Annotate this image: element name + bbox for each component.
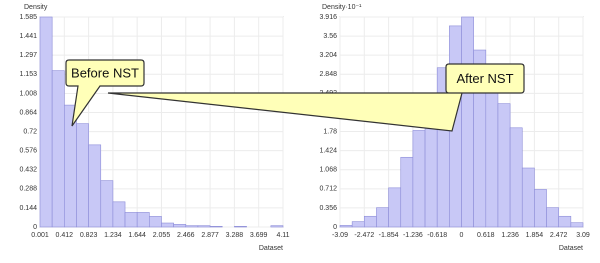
- y-tick-label: 1.297: [19, 52, 37, 59]
- callout-text: After NST: [456, 71, 513, 86]
- callout-text: Before NST: [71, 65, 139, 80]
- y-tick-label: 0.864: [19, 109, 37, 116]
- x-tick-label: 1.234: [104, 232, 122, 239]
- histogram-bar: [485, 73, 499, 228]
- histogram-bar: [546, 207, 559, 228]
- y-tick-label: 0.144: [19, 205, 37, 212]
- x-tick-label: -1.854: [379, 232, 399, 239]
- x-tick-label: 3.699: [250, 232, 268, 239]
- chart-panel: 00.3560.7121.0681.4241.782.1362.4922.848…: [107, 4, 590, 252]
- x-tick-label: 0.412: [56, 232, 74, 239]
- histogram-bar: [339, 225, 353, 228]
- histogram-bar: [76, 123, 89, 228]
- x-tick-label: 0: [460, 232, 464, 239]
- y-tick-label: 1.441: [19, 33, 37, 40]
- histogram-bar: [558, 215, 572, 228]
- y-axis-label: Density·10⁻¹: [322, 4, 362, 11]
- histogram-bar: [173, 224, 187, 228]
- x-tick-label: 0.001: [31, 232, 49, 239]
- callout-shape: [107, 63, 525, 132]
- histogram-bar: [509, 127, 523, 228]
- histogram-bar: [136, 212, 150, 228]
- x-tick-label: 3.288: [226, 232, 244, 239]
- y-tick-label: 0: [33, 224, 37, 231]
- y-tick-label: 1.78: [323, 128, 337, 135]
- histogram-bar: [497, 103, 511, 228]
- chart-panel: 0 0.144 0.288 0.432 0.576 0.72 0.864 1.008 1.153…: [19, 4, 289, 252]
- histogram-bar: [376, 207, 389, 228]
- callout: After NST: [107, 63, 525, 132]
- y-tick-label: 2.848: [319, 71, 337, 78]
- histogram-bar: [161, 222, 174, 228]
- y-tick-label: 0.432: [19, 167, 37, 174]
- y-tick-label: 1.585: [19, 14, 37, 21]
- x-tick-label: 4.11: [276, 232, 289, 239]
- x-tick-label: 3.09: [576, 232, 590, 239]
- callout: Before NST: [65, 59, 145, 127]
- histogram-bar: [570, 222, 584, 228]
- histogram-bar: [363, 215, 377, 228]
- x-tick-label: 0.823: [80, 232, 98, 239]
- histogram-bar: [351, 221, 365, 228]
- y-tick-label: 3.916: [319, 14, 337, 21]
- y-tick-label: 1.008: [19, 90, 37, 97]
- histogram-bar: [270, 225, 284, 228]
- histogram-bar: [64, 104, 77, 228]
- y-axis-label: Density: [24, 4, 48, 11]
- histogram-bar: [197, 225, 211, 228]
- histogram-bar: [388, 187, 402, 228]
- histogram-bar: [185, 225, 199, 228]
- histogram-bar: [521, 167, 535, 228]
- x-axis-label: Dataset: [259, 245, 283, 252]
- y-tick-label: 0.288: [19, 186, 37, 193]
- y-tick-label: 0.72: [23, 128, 37, 135]
- histogram-bar: [412, 130, 426, 228]
- x-tick-label: 2.466: [177, 232, 195, 239]
- y-tick-label: 0.356: [319, 205, 337, 212]
- histogram-bar: [124, 212, 138, 228]
- y-tick-label: 0.712: [319, 186, 337, 193]
- y-tick-label: 1.153: [19, 71, 37, 78]
- histogram-bar: [149, 216, 162, 228]
- x-tick-label: 1.854: [526, 232, 544, 239]
- histogram-bar: [461, 16, 474, 228]
- x-tick-label: -1.236: [403, 232, 423, 239]
- histogram-bar: [112, 201, 126, 228]
- histogram-bar: [39, 16, 53, 228]
- histogram-bar: [100, 180, 114, 228]
- x-tick-label: 1.644: [128, 232, 146, 239]
- x-tick-label: 1.236: [501, 232, 519, 239]
- x-tick-label: 0.618: [477, 232, 495, 239]
- x-tick-label: 2.055: [153, 232, 171, 239]
- x-tick-label: 2.877: [201, 232, 219, 239]
- histogram-bar: [51, 70, 65, 228]
- histogram-bar: [534, 189, 547, 228]
- y-tick-label: 1.068: [319, 167, 337, 174]
- histogram-bar: [88, 144, 102, 228]
- x-tick-label: -2.472: [354, 232, 374, 239]
- y-tick-label: 1.424: [319, 147, 337, 154]
- x-tick-label: -0.618: [427, 232, 447, 239]
- y-tick-label: 3.204: [319, 52, 337, 59]
- histogram-bar: [209, 226, 223, 228]
- callout-shape: [65, 59, 145, 127]
- histogram-bar: [400, 156, 414, 228]
- y-tick-label: 3.56: [323, 33, 337, 40]
- x-axis-label: Dataset: [559, 245, 583, 252]
- x-tick-label: 2.472: [550, 232, 568, 239]
- histogram-bar: [234, 226, 247, 228]
- y-tick-label: 0: [333, 224, 337, 231]
- y-tick-label: 0.576: [19, 148, 37, 155]
- x-tick-label: -3.09: [332, 232, 348, 239]
